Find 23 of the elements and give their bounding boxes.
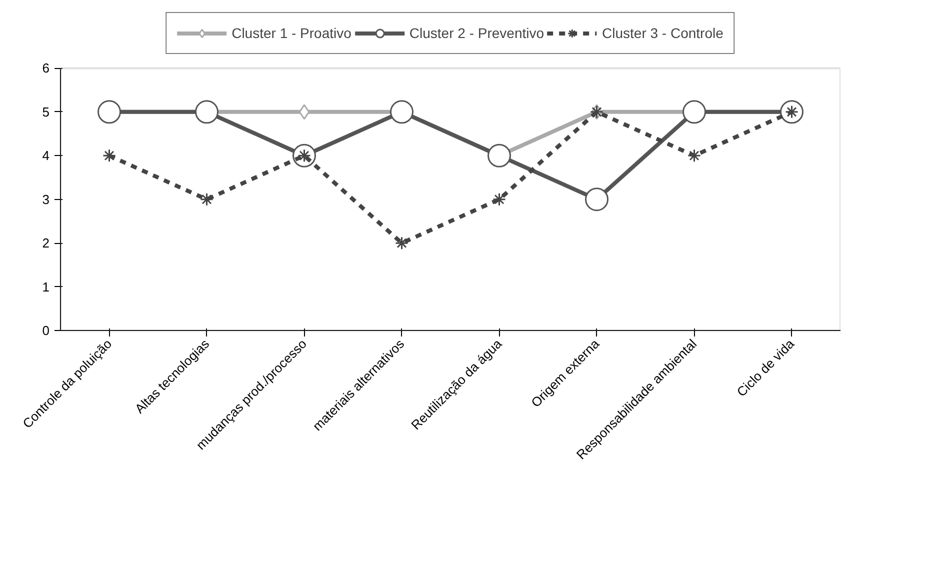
- point: [488, 144, 511, 168]
- y-tick-label: 4: [42, 148, 50, 164]
- point: [195, 100, 218, 124]
- legend-label: Cluster 2 - Preventivo: [409, 25, 544, 41]
- point: [585, 188, 608, 212]
- point: [390, 100, 414, 124]
- y-tick-label: 3: [42, 192, 50, 207]
- point: [98, 100, 121, 124]
- legend-label: Cluster 1 - Proativo: [232, 25, 352, 41]
- point: [682, 100, 706, 124]
- point: [688, 148, 701, 162]
- y-tick-label: 0: [42, 323, 50, 338]
- point: [298, 104, 310, 120]
- legend-label: Cluster 3 - Controle: [602, 25, 724, 41]
- x-tick-label: Ciclo de vida: [734, 336, 798, 400]
- y-tick-label: 6: [42, 60, 50, 76]
- point: [395, 236, 408, 250]
- y-tick-label: 2: [42, 236, 50, 251]
- y-tick-label: 1: [42, 279, 50, 294]
- point: [200, 192, 214, 206]
- point: [102, 148, 116, 162]
- y-tick-label: 5: [42, 104, 50, 120]
- point: [492, 192, 506, 206]
